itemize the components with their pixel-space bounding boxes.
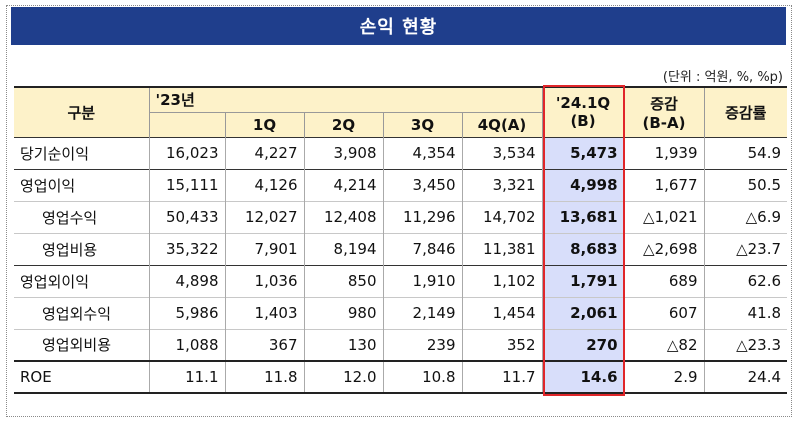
page-title-text: 손익 현황: [359, 17, 438, 38]
cell-rate: 24.4: [703, 360, 788, 393]
cell-y23: 16,023: [148, 136, 225, 169]
cell-q3: 1,910: [382, 264, 462, 297]
row-label: 영업수익: [14, 200, 149, 233]
cell-q3: 4,354: [382, 136, 462, 169]
cell-change: 689: [623, 264, 705, 297]
cell-q3: 3,450: [382, 168, 462, 201]
table-row: 영업외비용 1,088 367 130 239 352 270 △82 △23.…: [14, 328, 788, 361]
income-table: 구분 '23년 '24.1Q (B) 증감 (B-A) 증감률 1Q 2Q 3Q…: [14, 86, 788, 394]
cell-q1: 1,403: [224, 296, 304, 329]
cell-q2: 980: [303, 296, 383, 329]
cell-q1: 4,126: [224, 168, 304, 201]
cell-y23: 35,322: [148, 232, 225, 265]
header-q4: 4Q(A): [461, 111, 543, 137]
cell-q2: 3,908: [303, 136, 383, 169]
cell-q24: 1,791: [541, 264, 625, 297]
cell-y23: 4,898: [148, 264, 225, 297]
cell-q3: 7,846: [382, 232, 462, 265]
cell-q4: 1,454: [461, 296, 543, 329]
header-year23-blank: [148, 111, 225, 137]
page-title: 손익 현황: [11, 7, 786, 45]
table-row: 영업외수익 5,986 1,403 980 2,149 1,454 2,061 …: [14, 296, 788, 329]
row-label: 영업외비용: [14, 328, 149, 361]
panel-frame: [6, 5, 792, 417]
cell-y23: 11.1: [148, 360, 225, 393]
cell-q24: 4,998: [541, 168, 625, 201]
cell-q3: 10.8: [382, 360, 462, 393]
cell-q1: 4,227: [224, 136, 304, 169]
row-label: 영업외이익: [14, 264, 149, 297]
cell-q2: 12.0: [303, 360, 383, 393]
cell-q3: 11,296: [382, 200, 462, 233]
header-rate: 증감률: [703, 87, 788, 137]
cell-q2: 130: [303, 328, 383, 361]
cell-rate: △6.9: [703, 200, 788, 233]
table-row: 영업외이익 4,898 1,036 850 1,910 1,102 1,791 …: [14, 264, 788, 297]
cell-rate: △23.7: [703, 232, 788, 265]
cell-rate: 41.8: [703, 296, 788, 329]
cell-change: △2,698: [623, 232, 705, 265]
cell-change: △82: [623, 328, 705, 361]
cell-q4: 3,534: [461, 136, 543, 169]
cell-q24: 13,681: [541, 200, 625, 233]
cell-q24: 5,473: [541, 136, 625, 169]
cell-change: 1,939: [623, 136, 705, 169]
row-label: ROE: [14, 360, 149, 393]
cell-q4: 11.7: [461, 360, 543, 393]
cell-q24: 8,683: [541, 232, 625, 265]
header-q24-line2: (B): [570, 112, 596, 131]
table-row: 영업이익 15,111 4,126 4,214 3,450 3,321 4,99…: [14, 168, 788, 201]
header-q24: '24.1Q (B): [541, 87, 625, 137]
cell-q24: 2,061: [541, 296, 625, 329]
cell-y23: 1,088: [148, 328, 225, 361]
header-q2: 2Q: [303, 111, 383, 137]
cell-q24: 270: [541, 328, 625, 361]
cell-rate: 54.9: [703, 136, 788, 169]
cell-rate: 62.6: [703, 264, 788, 297]
cell-rate: △23.3: [703, 328, 788, 361]
header-q24-line1: '24.1Q: [555, 94, 611, 113]
cell-q2: 8,194: [303, 232, 383, 265]
cell-y23: 15,111: [148, 168, 225, 201]
cell-change: 607: [623, 296, 705, 329]
header-q3: 3Q: [382, 111, 462, 137]
table-row: 당기순이익 16,023 4,227 3,908 4,354 3,534 5,4…: [14, 136, 788, 169]
header-change: 증감 (B-A): [623, 87, 705, 137]
header-category: 구분: [14, 87, 149, 137]
cell-q3: 2,149: [382, 296, 462, 329]
cell-y23: 5,986: [148, 296, 225, 329]
cell-q1: 12,027: [224, 200, 304, 233]
header-q1: 1Q: [224, 111, 304, 137]
cell-q4: 1,102: [461, 264, 543, 297]
cell-q1: 11.8: [224, 360, 304, 393]
header-change-line1: 증감: [650, 94, 678, 113]
cell-q1: 1,036: [224, 264, 304, 297]
cell-q1: 7,901: [224, 232, 304, 265]
cell-q1: 367: [224, 328, 304, 361]
header-year23: '23년: [148, 87, 543, 112]
row-label: 영업비용: [14, 232, 149, 265]
cell-change: 2.9: [623, 360, 705, 393]
row-label: 당기순이익: [14, 136, 149, 169]
cell-q4: 11,381: [461, 232, 543, 265]
cell-q4: 352: [461, 328, 543, 361]
cell-q2: 4,214: [303, 168, 383, 201]
cell-y23: 50,433: [148, 200, 225, 233]
table-row: 영업수익 50,433 12,027 12,408 11,296 14,702 …: [14, 200, 788, 233]
cell-change: 1,677: [623, 168, 705, 201]
row-label: 영업외수익: [14, 296, 149, 329]
cell-q4: 3,321: [461, 168, 543, 201]
cell-q4: 14,702: [461, 200, 543, 233]
cell-q3: 239: [382, 328, 462, 361]
table-row: 영업비용 35,322 7,901 8,194 7,846 11,381 8,6…: [14, 232, 788, 265]
cell-q2: 850: [303, 264, 383, 297]
table-row: ROE 11.1 11.8 12.0 10.8 11.7 14.6 2.9 24…: [14, 360, 788, 393]
cell-q2: 12,408: [303, 200, 383, 233]
cell-rate: 50.5: [703, 168, 788, 201]
header-change-line2: (B-A): [642, 113, 686, 132]
cell-change: △1,021: [623, 200, 705, 233]
cell-q24: 14.6: [541, 360, 625, 393]
row-label: 영업이익: [14, 168, 149, 201]
unit-note: (단위 : 억원, %, %p): [662, 70, 783, 85]
